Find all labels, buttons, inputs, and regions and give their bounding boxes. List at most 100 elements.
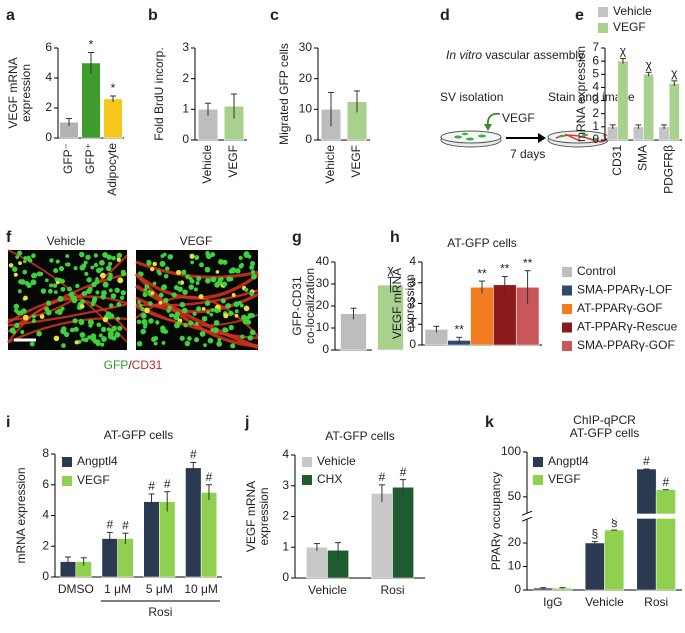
- cell: [61, 343, 66, 348]
- cell: [196, 275, 202, 282]
- cell: [53, 290, 58, 295]
- cell: [79, 264, 86, 271]
- cell: [22, 269, 28, 275]
- legend-swatch: [562, 267, 572, 277]
- title-italic: In vitro: [446, 48, 482, 62]
- cell: [193, 287, 198, 292]
- y-tick-label: 4: [409, 254, 416, 268]
- cell: [228, 310, 234, 316]
- axis-break: [528, 513, 683, 519]
- cell: [184, 340, 191, 347]
- cell: [116, 316, 121, 321]
- cell: [205, 277, 211, 284]
- cell: [190, 260, 195, 265]
- cell: [110, 328, 115, 333]
- cell: [146, 259, 152, 265]
- panel-letter: k: [485, 414, 494, 431]
- cell: [95, 290, 100, 295]
- cell: [100, 342, 105, 347]
- cell: [242, 319, 248, 325]
- panel-letter: j: [244, 414, 249, 431]
- y-tick-label: 0: [514, 582, 521, 596]
- cell: [138, 303, 143, 308]
- panel-f: f Vehicle VEGF GFP/CD31: [6, 229, 260, 372]
- panel-letter: e: [575, 7, 584, 24]
- cell: [106, 327, 111, 332]
- cell: [96, 322, 102, 328]
- cell: [12, 266, 18, 272]
- cell: [114, 331, 121, 338]
- title-rest: vascular assembly: [485, 48, 584, 62]
- cell: [201, 315, 208, 322]
- y-tick-label: 2: [592, 106, 599, 120]
- y-tick-label: 0: [42, 569, 49, 583]
- cell: [68, 291, 75, 298]
- cell: [174, 322, 180, 329]
- cell: [75, 283, 80, 289]
- cell: [93, 253, 99, 258]
- y-tick-label: 6: [592, 53, 599, 67]
- significance: χ: [620, 44, 627, 58]
- cells: [559, 133, 599, 141]
- cell: [120, 269, 126, 275]
- vessel: [7, 317, 128, 344]
- y-tick-label: 20: [316, 298, 330, 312]
- cell: [69, 327, 75, 333]
- cell: [73, 326, 79, 332]
- cell: [181, 307, 188, 314]
- y-tick-label: 0: [322, 342, 329, 356]
- stain-sep: /: [128, 358, 132, 372]
- cells: [454, 132, 486, 141]
- cell: [87, 319, 93, 325]
- bar: [306, 547, 328, 579]
- y-tick-label: 20: [508, 535, 522, 549]
- significance: #: [164, 477, 171, 491]
- y-tick-label: 6: [42, 477, 49, 491]
- cell: [99, 272, 106, 279]
- cell: [79, 332, 86, 338]
- cell: [156, 269, 161, 274]
- legend-swatch: [62, 476, 72, 486]
- significance: *: [89, 38, 94, 52]
- y-tick-label: 1: [592, 119, 599, 133]
- cell: [224, 328, 229, 333]
- x-tick-label: 10 μM: [184, 582, 218, 596]
- x-tick-label: VEGF: [226, 145, 240, 178]
- y-tick-label: 10: [316, 320, 330, 334]
- cell: [167, 305, 173, 311]
- cell: [152, 261, 157, 267]
- cell: [72, 318, 78, 324]
- significance: #: [379, 470, 386, 484]
- bar: [377, 284, 404, 351]
- cell: [31, 253, 36, 259]
- vessel: [7, 254, 128, 321]
- cell: [46, 300, 52, 306]
- significance: **: [500, 262, 510, 276]
- cell: [174, 311, 181, 317]
- cell: [78, 318, 83, 323]
- x-tick-label: Adipocyte: [105, 143, 119, 196]
- duration-label: 7 days: [510, 147, 545, 161]
- cell: [100, 294, 106, 300]
- x-tick-label: GFP⁻: [61, 143, 75, 174]
- cell: [108, 288, 113, 293]
- x-tick-label: Vehicle: [323, 145, 337, 184]
- cell: [216, 341, 223, 347]
- significance: **: [455, 322, 465, 336]
- cell: [81, 291, 87, 296]
- cell: [159, 260, 166, 267]
- cell: [215, 270, 220, 274]
- y-tick-label: 10: [508, 559, 522, 573]
- cell: [222, 259, 228, 265]
- bar: [584, 542, 605, 591]
- cell: [244, 287, 249, 292]
- significance: #: [643, 454, 650, 468]
- cell: [13, 303, 20, 310]
- cell: [16, 310, 21, 316]
- cell: [13, 272, 18, 277]
- cell: [99, 259, 105, 266]
- cell: [15, 255, 20, 260]
- cell: [39, 314, 45, 319]
- cell: [238, 263, 244, 269]
